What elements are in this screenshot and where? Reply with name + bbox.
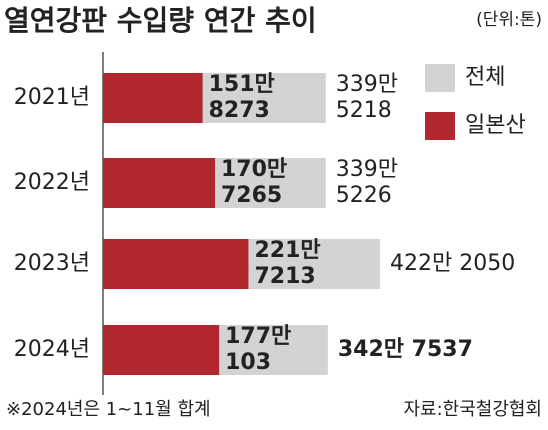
total-label: 339만	[336, 72, 398, 97]
bar	[103, 158, 216, 208]
total-label: 422만 2050	[390, 251, 515, 276]
legend-label: 전체	[465, 65, 505, 90]
japan-label: 103	[225, 350, 271, 375]
total-label: 342만 7537	[338, 337, 473, 362]
unit-note: (단위:톤)	[476, 10, 542, 30]
legend-swatch	[425, 112, 455, 140]
chart-title: 열연강판 수입량 연간 추이	[4, 4, 317, 37]
legend-swatch	[425, 64, 455, 92]
total-label: 5226	[336, 183, 392, 208]
y-tick-label: 2022년	[14, 170, 90, 195]
y-tick-label: 2023년	[14, 251, 90, 276]
bar	[103, 239, 249, 289]
japan-label: 177만	[225, 324, 291, 349]
bar	[103, 325, 220, 375]
y-tick-label: 2021년	[14, 85, 90, 110]
japan-label: 7213	[254, 264, 315, 289]
legend-label: 일본산	[465, 113, 526, 138]
bar	[103, 73, 203, 123]
y-tick-label: 2024년	[14, 337, 90, 362]
total-label: 5218	[336, 98, 392, 123]
japan-label: 151만	[209, 72, 275, 97]
japan-label: 7265	[221, 183, 282, 208]
footnote: ※2024년은 1~11월 합계	[6, 399, 211, 420]
source: 자료:한국철강협회	[403, 399, 542, 420]
japan-label: 170만	[221, 157, 287, 182]
japan-label: 8273	[209, 98, 270, 123]
japan-label: 221만	[254, 238, 320, 263]
total-label: 339만	[336, 157, 398, 182]
